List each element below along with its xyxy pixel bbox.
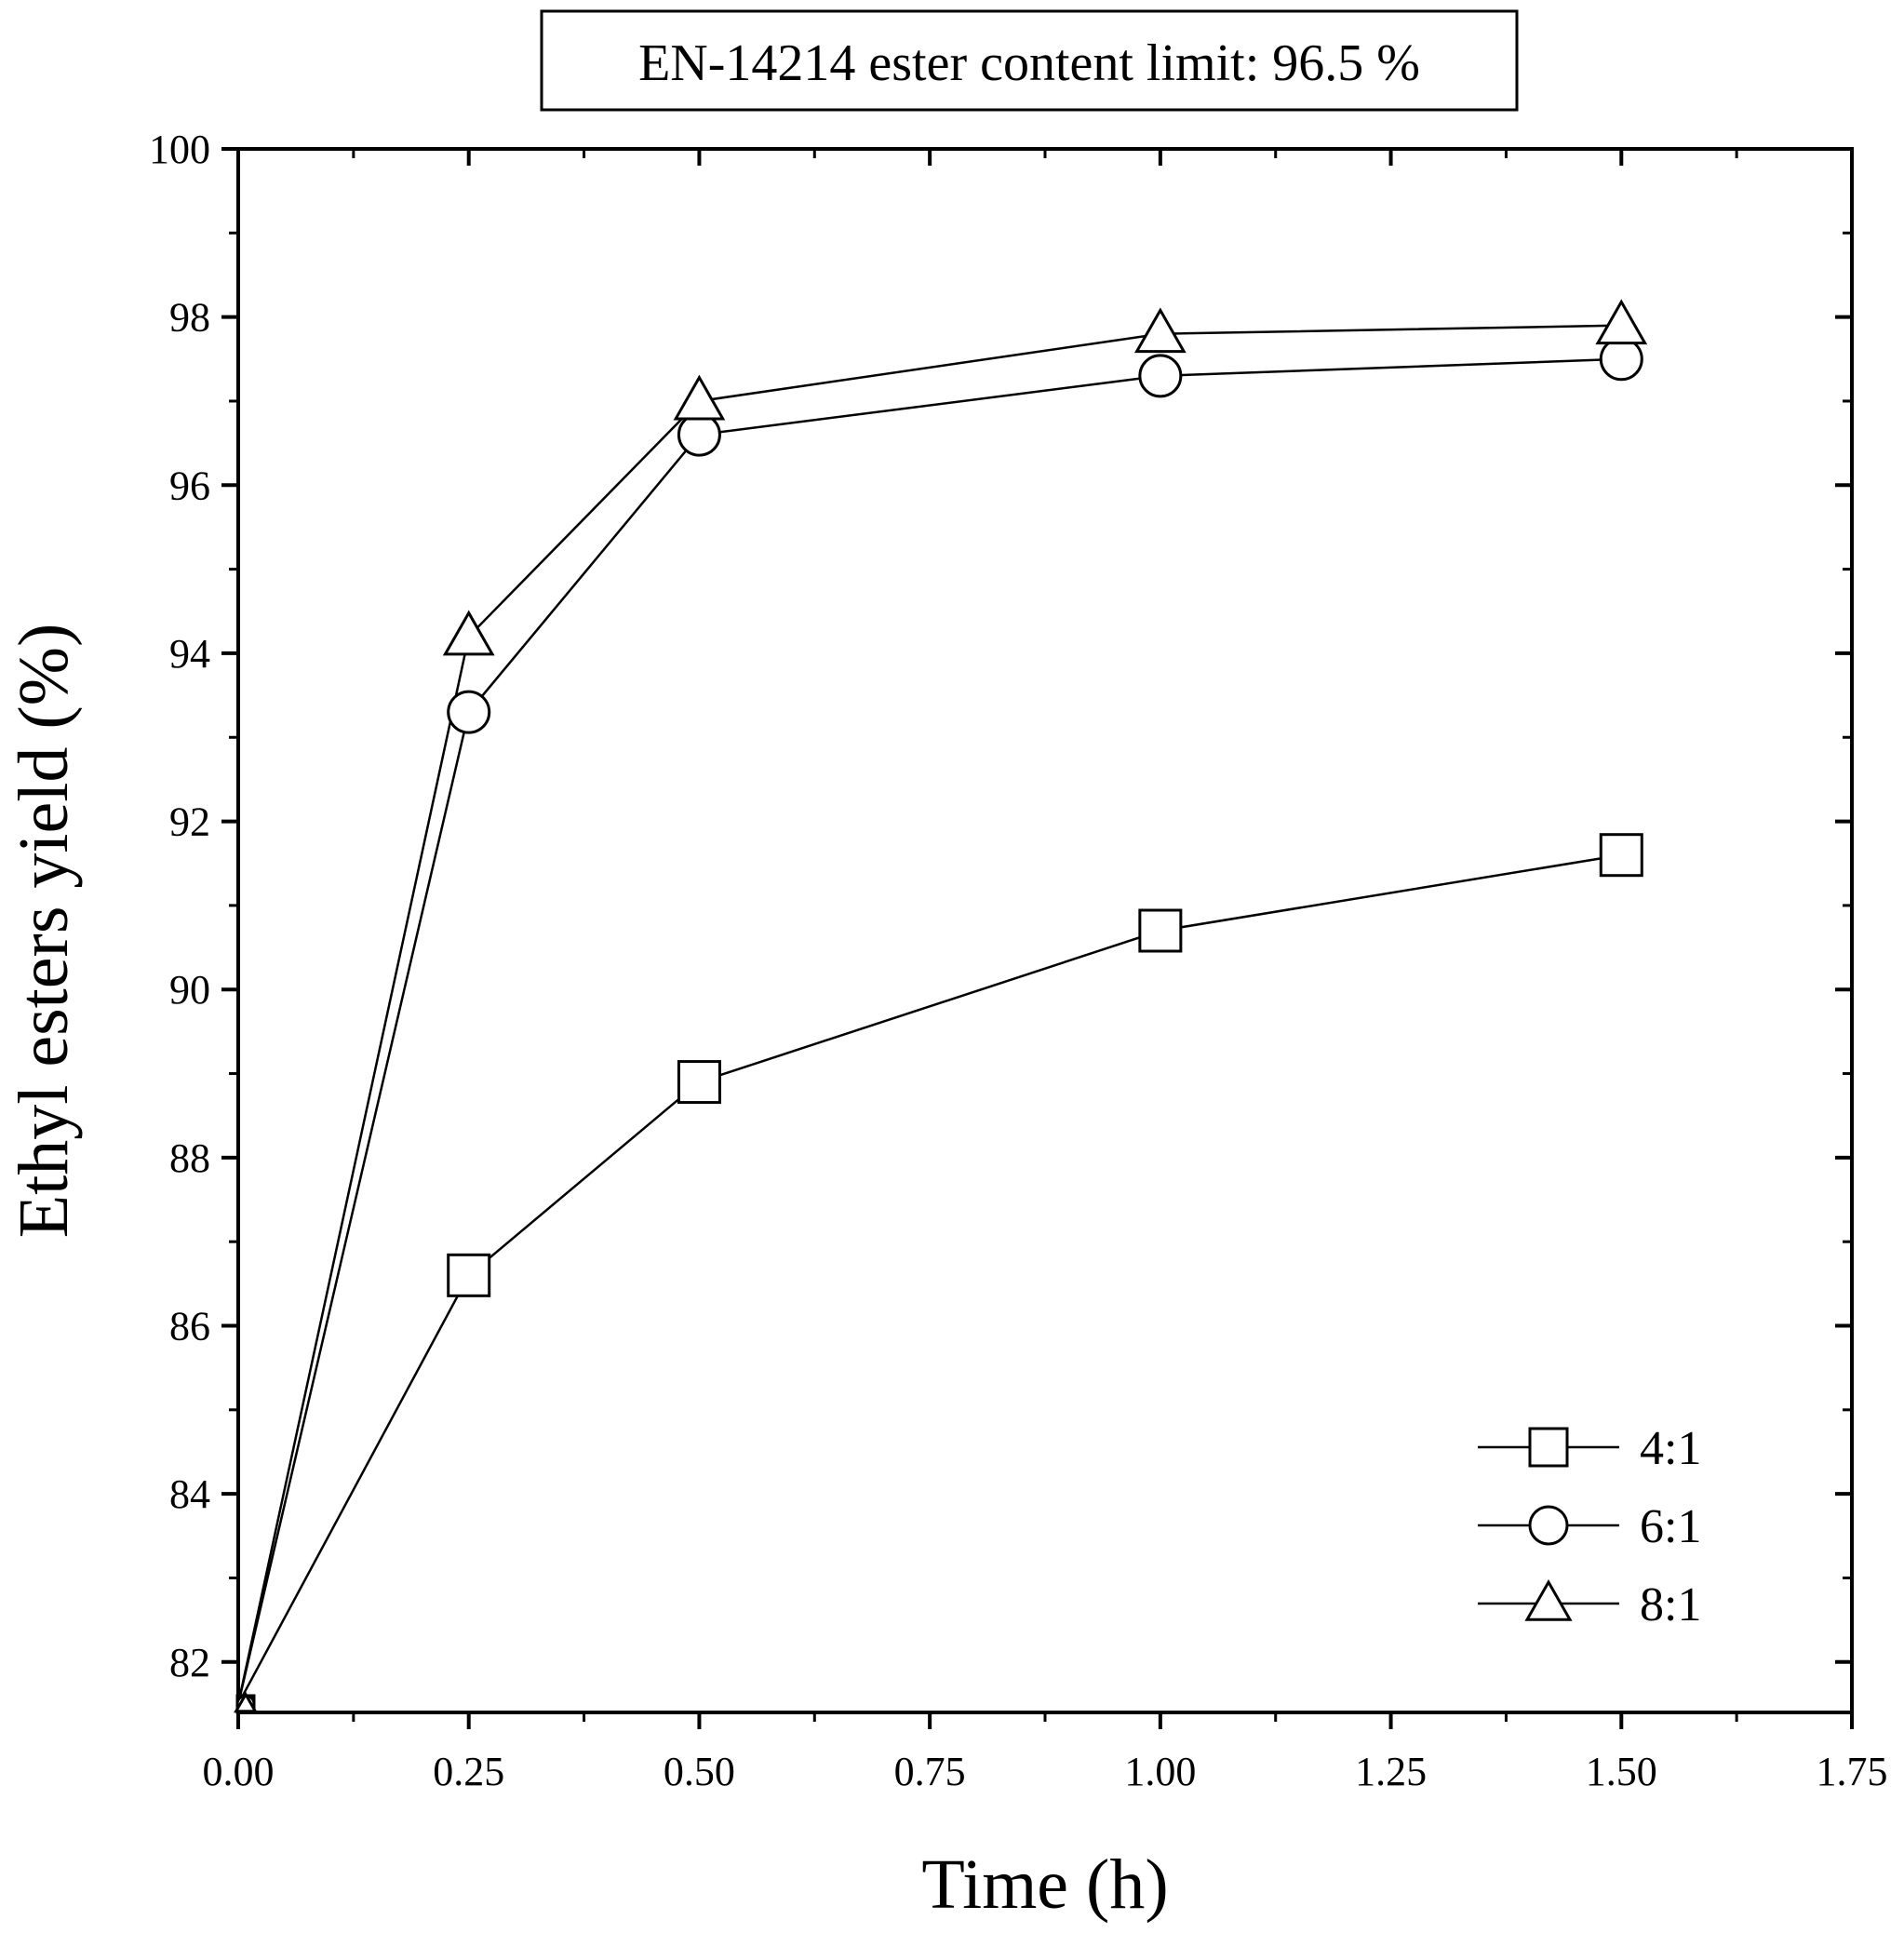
series-line-4-1 <box>236 853 1622 1705</box>
y-tick-label: 82 <box>169 1640 210 1685</box>
x-tick-label: 0.00 <box>203 1749 275 1794</box>
data-point-triangle <box>234 1691 258 1713</box>
y-tick-label: 100 <box>149 127 210 172</box>
data-point-circle <box>1138 354 1183 398</box>
data-point-circle <box>1599 337 1643 382</box>
y-axis-title: Ethyl esters yield (%) <box>5 624 83 1239</box>
x-tick-label: 1.75 <box>1817 1749 1888 1794</box>
data-point-circle <box>447 690 491 734</box>
legend-label: 8:1 <box>1640 1578 1701 1631</box>
x-tick-label: 0.25 <box>433 1749 504 1794</box>
x-tick-label: 1.00 <box>1124 1749 1196 1794</box>
x-tick-labels: 0.00 0.25 0.50 0.75 1.00 1.25 1.50 1.75 <box>203 1749 1888 1794</box>
series-line-6-1 <box>236 357 1622 1705</box>
y-tick-label: 88 <box>169 1135 210 1181</box>
series-line-8-1 <box>236 324 1622 1705</box>
y-tick-label: 94 <box>169 631 210 677</box>
data-point-square <box>1599 833 1643 878</box>
data-point-triangle <box>442 610 495 656</box>
data-point-triangle <box>673 374 726 421</box>
y-tick-labels: 82 84 86 88 90 92 94 96 98 100 <box>149 127 210 1685</box>
legend-marker-circle <box>1528 1505 1569 1546</box>
x-tick-label: 0.75 <box>894 1749 966 1794</box>
chart-title: EN-14214 ester content limit: 96.5 % <box>638 34 1420 92</box>
y-tick-label: 96 <box>169 463 210 508</box>
legend: 4:1 6:1 8:1 <box>1478 1422 1701 1631</box>
legend-label: 6:1 <box>1640 1500 1701 1553</box>
x-tick-label: 0.50 <box>664 1749 735 1794</box>
data-point-circle <box>677 412 721 457</box>
axis-ticks <box>221 147 1854 1729</box>
legend-marker-square <box>1528 1427 1569 1468</box>
plot-frame <box>236 147 1854 1714</box>
data-point-square <box>447 1253 491 1297</box>
legend-label: 4:1 <box>1640 1422 1701 1475</box>
data-series <box>234 299 1648 1714</box>
chart-title-box <box>540 9 1519 112</box>
x-axis-title: Time (h) <box>921 1846 1168 1924</box>
y-tick-label: 90 <box>169 967 210 1013</box>
y-tick-label: 86 <box>169 1304 210 1349</box>
y-tick-label: 92 <box>169 799 210 845</box>
data-point-square <box>1138 908 1183 953</box>
y-tick-label: 98 <box>169 295 210 341</box>
data-point-square <box>677 1060 721 1105</box>
data-point-triangle <box>1133 307 1187 354</box>
x-tick-label: 1.50 <box>1586 1749 1657 1794</box>
y-tick-label: 84 <box>169 1471 210 1517</box>
legend-marker-triangle <box>1524 1578 1573 1621</box>
data-point-triangle <box>1595 299 1648 345</box>
x-tick-label: 1.25 <box>1355 1749 1427 1794</box>
